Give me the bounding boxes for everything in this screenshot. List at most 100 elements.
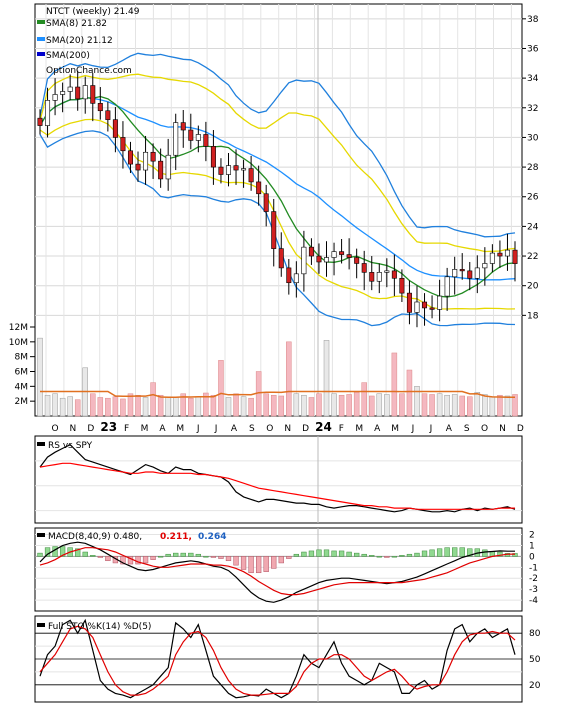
macd-tick-label: -1 bbox=[529, 563, 538, 573]
macd-histogram-bar bbox=[459, 547, 465, 557]
volume-bar bbox=[338, 394, 345, 417]
volume-bar bbox=[278, 395, 285, 417]
candle-body bbox=[135, 163, 141, 171]
volume-tick-label: 8M bbox=[15, 353, 29, 363]
candle-body bbox=[248, 168, 254, 183]
x-axis-label: F bbox=[339, 424, 344, 434]
macd-histogram-bar bbox=[369, 555, 375, 557]
candle-body bbox=[271, 211, 277, 249]
volume-bar bbox=[293, 393, 300, 417]
macd-histogram-bar bbox=[482, 549, 488, 557]
volume-bar bbox=[218, 360, 224, 417]
volume-axis: 2M 4M 6M 8M 10M 12M bbox=[9, 323, 35, 407]
candle-body bbox=[180, 122, 186, 131]
volume-bar bbox=[105, 397, 111, 417]
candle-body bbox=[467, 270, 473, 279]
candle-body bbox=[437, 295, 443, 310]
legend-sma200: SMA(200) bbox=[46, 51, 90, 61]
candle-body bbox=[346, 254, 352, 258]
candle-body bbox=[474, 267, 480, 279]
volume-average-line bbox=[40, 390, 515, 399]
x-axis-labels: O N D 23 F M A M J J A S O N D 24 F M A M J J A S O N D bbox=[51, 420, 523, 434]
candle-body bbox=[120, 137, 126, 152]
macd-histogram-bar bbox=[195, 553, 201, 557]
legend: NTCT (weekly) 21.49 SMA(8) 21.82 SMA(20)… bbox=[37, 7, 140, 76]
macd-panel: 210-1-2-3-4 MACD(8,40,9) 0.480, 0.211, 0… bbox=[34, 527, 538, 612]
volume-bar bbox=[263, 393, 269, 417]
stochastic-tick-label: 50 bbox=[529, 655, 541, 665]
volume-bar bbox=[399, 393, 405, 417]
candle-body bbox=[512, 249, 518, 264]
volume-bar bbox=[489, 396, 496, 417]
volume-tick-label: 2M bbox=[15, 397, 29, 407]
volume-bar bbox=[120, 398, 126, 417]
macd-histogram-bar bbox=[399, 555, 405, 557]
x-axis-label: M bbox=[141, 424, 149, 434]
macd-tick-label: -2 bbox=[529, 574, 538, 584]
macd-histogram-bar bbox=[37, 552, 43, 557]
volume-bar bbox=[444, 394, 450, 417]
x-axis-label: D bbox=[87, 424, 94, 434]
macd-histogram-bar bbox=[173, 552, 179, 557]
volume-bar bbox=[150, 382, 156, 417]
candle-body bbox=[293, 273, 299, 284]
macd-histogram-bar bbox=[414, 552, 420, 557]
x-axis-label: D bbox=[302, 424, 309, 434]
macd-histogram-bar bbox=[301, 551, 307, 557]
macd-histogram-bar bbox=[278, 556, 284, 564]
macd-histogram-bar bbox=[203, 556, 209, 558]
volume-bar bbox=[286, 341, 292, 417]
macd-histogram-bar bbox=[346, 551, 352, 557]
price-tick-label: 26 bbox=[527, 193, 539, 203]
volume-bars bbox=[37, 337, 518, 417]
volume-bar bbox=[44, 394, 51, 417]
volume-bar bbox=[210, 394, 217, 417]
candle-body bbox=[339, 251, 345, 255]
volume-bar bbox=[248, 397, 254, 417]
legend-title: NTCT (weekly) 21.49 bbox=[46, 7, 140, 17]
macd-title: MACD(8,40,9) 0.480, bbox=[48, 532, 142, 542]
x-axis-label: J bbox=[411, 424, 415, 434]
macd-histogram-bar bbox=[52, 546, 58, 557]
x-axis-label: M bbox=[176, 424, 184, 434]
x-axis-label: 24 bbox=[315, 420, 332, 434]
x-axis-label: J bbox=[196, 424, 200, 434]
price-tick-label: 24 bbox=[527, 222, 539, 232]
candle-body bbox=[391, 270, 397, 279]
price-tick-label: 38 bbox=[527, 15, 539, 25]
volume-bar bbox=[203, 392, 209, 417]
candle-body bbox=[369, 272, 375, 282]
candle-body bbox=[497, 252, 503, 257]
macd-histogram-bar bbox=[444, 547, 450, 557]
x-axis-label: O bbox=[481, 424, 488, 434]
macd-histogram-bar bbox=[271, 556, 277, 569]
macd-histogram-bar bbox=[286, 556, 292, 559]
volume-bar bbox=[233, 393, 239, 417]
macd-histogram-bar bbox=[256, 556, 262, 574]
volume-tick-label: 4M bbox=[15, 382, 29, 392]
x-axis-label: A bbox=[446, 424, 453, 434]
macd-signal-value: 0.211, bbox=[160, 532, 192, 542]
candle-body bbox=[188, 129, 194, 141]
macd-histogram-bar bbox=[75, 548, 81, 557]
candle-body bbox=[376, 272, 382, 282]
volume-bar bbox=[451, 394, 458, 417]
volume-bar bbox=[90, 393, 96, 417]
volume-bar bbox=[180, 393, 187, 417]
stochastic-panel: 80 50 20 Full STO %K(14) %D(5) bbox=[34, 615, 541, 703]
envelope-upper-line bbox=[39, 73, 516, 253]
macd-histogram-value: 0.264 bbox=[198, 532, 226, 542]
macd-histogram-bar bbox=[263, 556, 269, 572]
macd-histogram-bar bbox=[452, 547, 458, 557]
macd-histogram-bar bbox=[323, 549, 330, 557]
volume-bar bbox=[376, 393, 383, 417]
macd-histogram-bar bbox=[338, 550, 345, 557]
volume-bar bbox=[74, 399, 81, 417]
candle-body bbox=[60, 91, 66, 95]
candle-body bbox=[361, 263, 367, 273]
macd-histogram-bar bbox=[436, 548, 443, 557]
candle-body bbox=[75, 86, 81, 100]
volume-bar bbox=[188, 397, 194, 417]
volume-bar bbox=[414, 386, 420, 417]
volume-bar bbox=[482, 394, 488, 417]
